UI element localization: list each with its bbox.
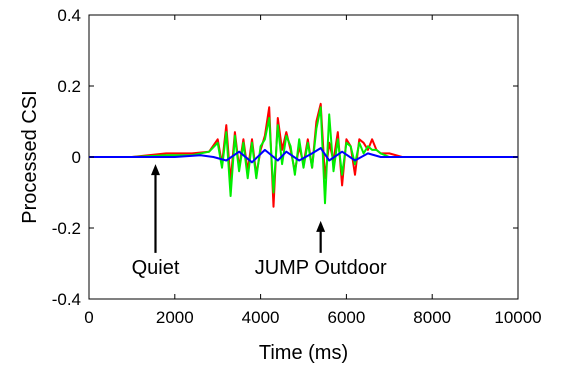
annotation-group: Quiet JUMP Outdoor [132,164,387,279]
series-group [89,102,518,208]
y-axis: 0.4 0.2 0 -0.2 -0.4 [52,6,518,309]
y-axis-title: Processed CSI [19,90,41,223]
annotation-label: Quiet [132,257,180,279]
y-tick-label: -0.4 [52,290,81,309]
annotation-label: JUMP Outdoor [255,257,387,279]
y-tick-label: 0.2 [57,77,81,96]
series-line-1 [89,106,518,205]
annotation-arrow-head [316,220,326,232]
x-tick-label: 4000 [242,308,280,327]
y-tick-label: 0 [72,148,81,167]
x-tick-label: 2000 [156,308,194,327]
series-line-2 [89,147,518,164]
y-tick-label: -0.2 [52,219,81,238]
x-tick-label: 10000 [494,308,541,327]
annotation-arrow-head [150,164,160,176]
x-tick-label: 8000 [413,308,451,327]
x-axis: 0 2000 4000 6000 8000 10000 [84,15,542,327]
x-tick-label: 6000 [327,308,365,327]
x-axis-title: Time (ms) [259,342,348,364]
x-tick-label: 0 [84,308,93,327]
y-tick-label: 0.4 [57,6,81,25]
